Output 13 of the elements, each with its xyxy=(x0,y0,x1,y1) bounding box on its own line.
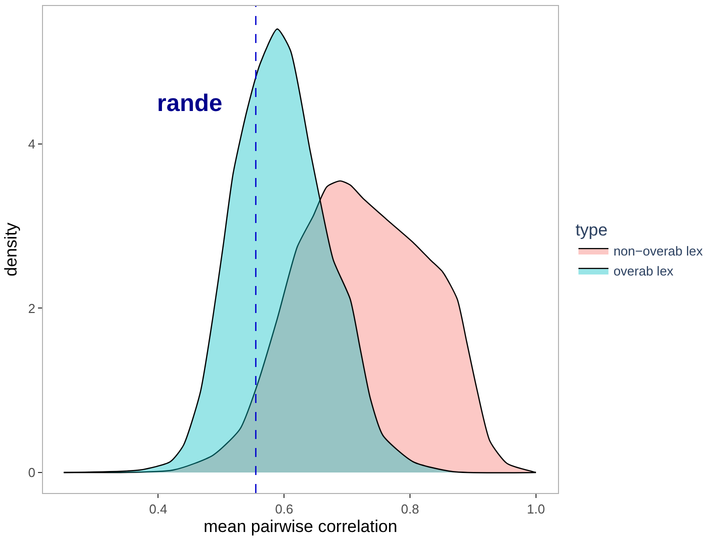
y-tick-label: 4 xyxy=(28,136,36,152)
y-tick-label: 0 xyxy=(28,465,36,480)
x-axis-title: mean pairwise correlation xyxy=(204,517,398,536)
y-tick-label: 2 xyxy=(28,300,36,316)
x-tick-label: 0.6 xyxy=(275,502,294,517)
annotation: rande xyxy=(157,90,222,117)
legend-label: overab lex xyxy=(613,264,674,279)
y-axis-title: density xyxy=(2,222,21,276)
x-tick-label: 0.8 xyxy=(401,502,420,517)
x-tick-label: 1.0 xyxy=(526,502,545,517)
x-tick-label: 0.4 xyxy=(149,502,168,517)
legend-label: non−overab lex xyxy=(613,244,704,259)
legend-title: type xyxy=(575,220,608,240)
